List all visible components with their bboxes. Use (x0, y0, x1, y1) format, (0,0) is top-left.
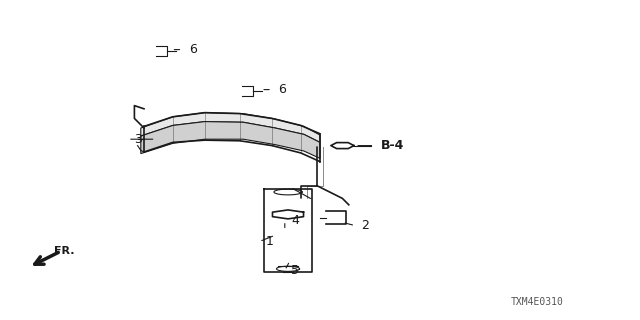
Polygon shape (141, 113, 320, 142)
Polygon shape (141, 122, 320, 158)
Text: 3: 3 (134, 133, 142, 146)
Text: 2: 2 (362, 219, 369, 232)
Text: 6: 6 (278, 83, 286, 96)
Text: TXM4E0310: TXM4E0310 (510, 297, 563, 307)
Text: 4: 4 (291, 214, 299, 227)
Text: 1: 1 (266, 235, 273, 248)
Text: B-4: B-4 (381, 139, 404, 152)
Text: FR.: FR. (54, 246, 75, 256)
Text: 6: 6 (189, 43, 196, 56)
Text: 5: 5 (291, 264, 300, 277)
